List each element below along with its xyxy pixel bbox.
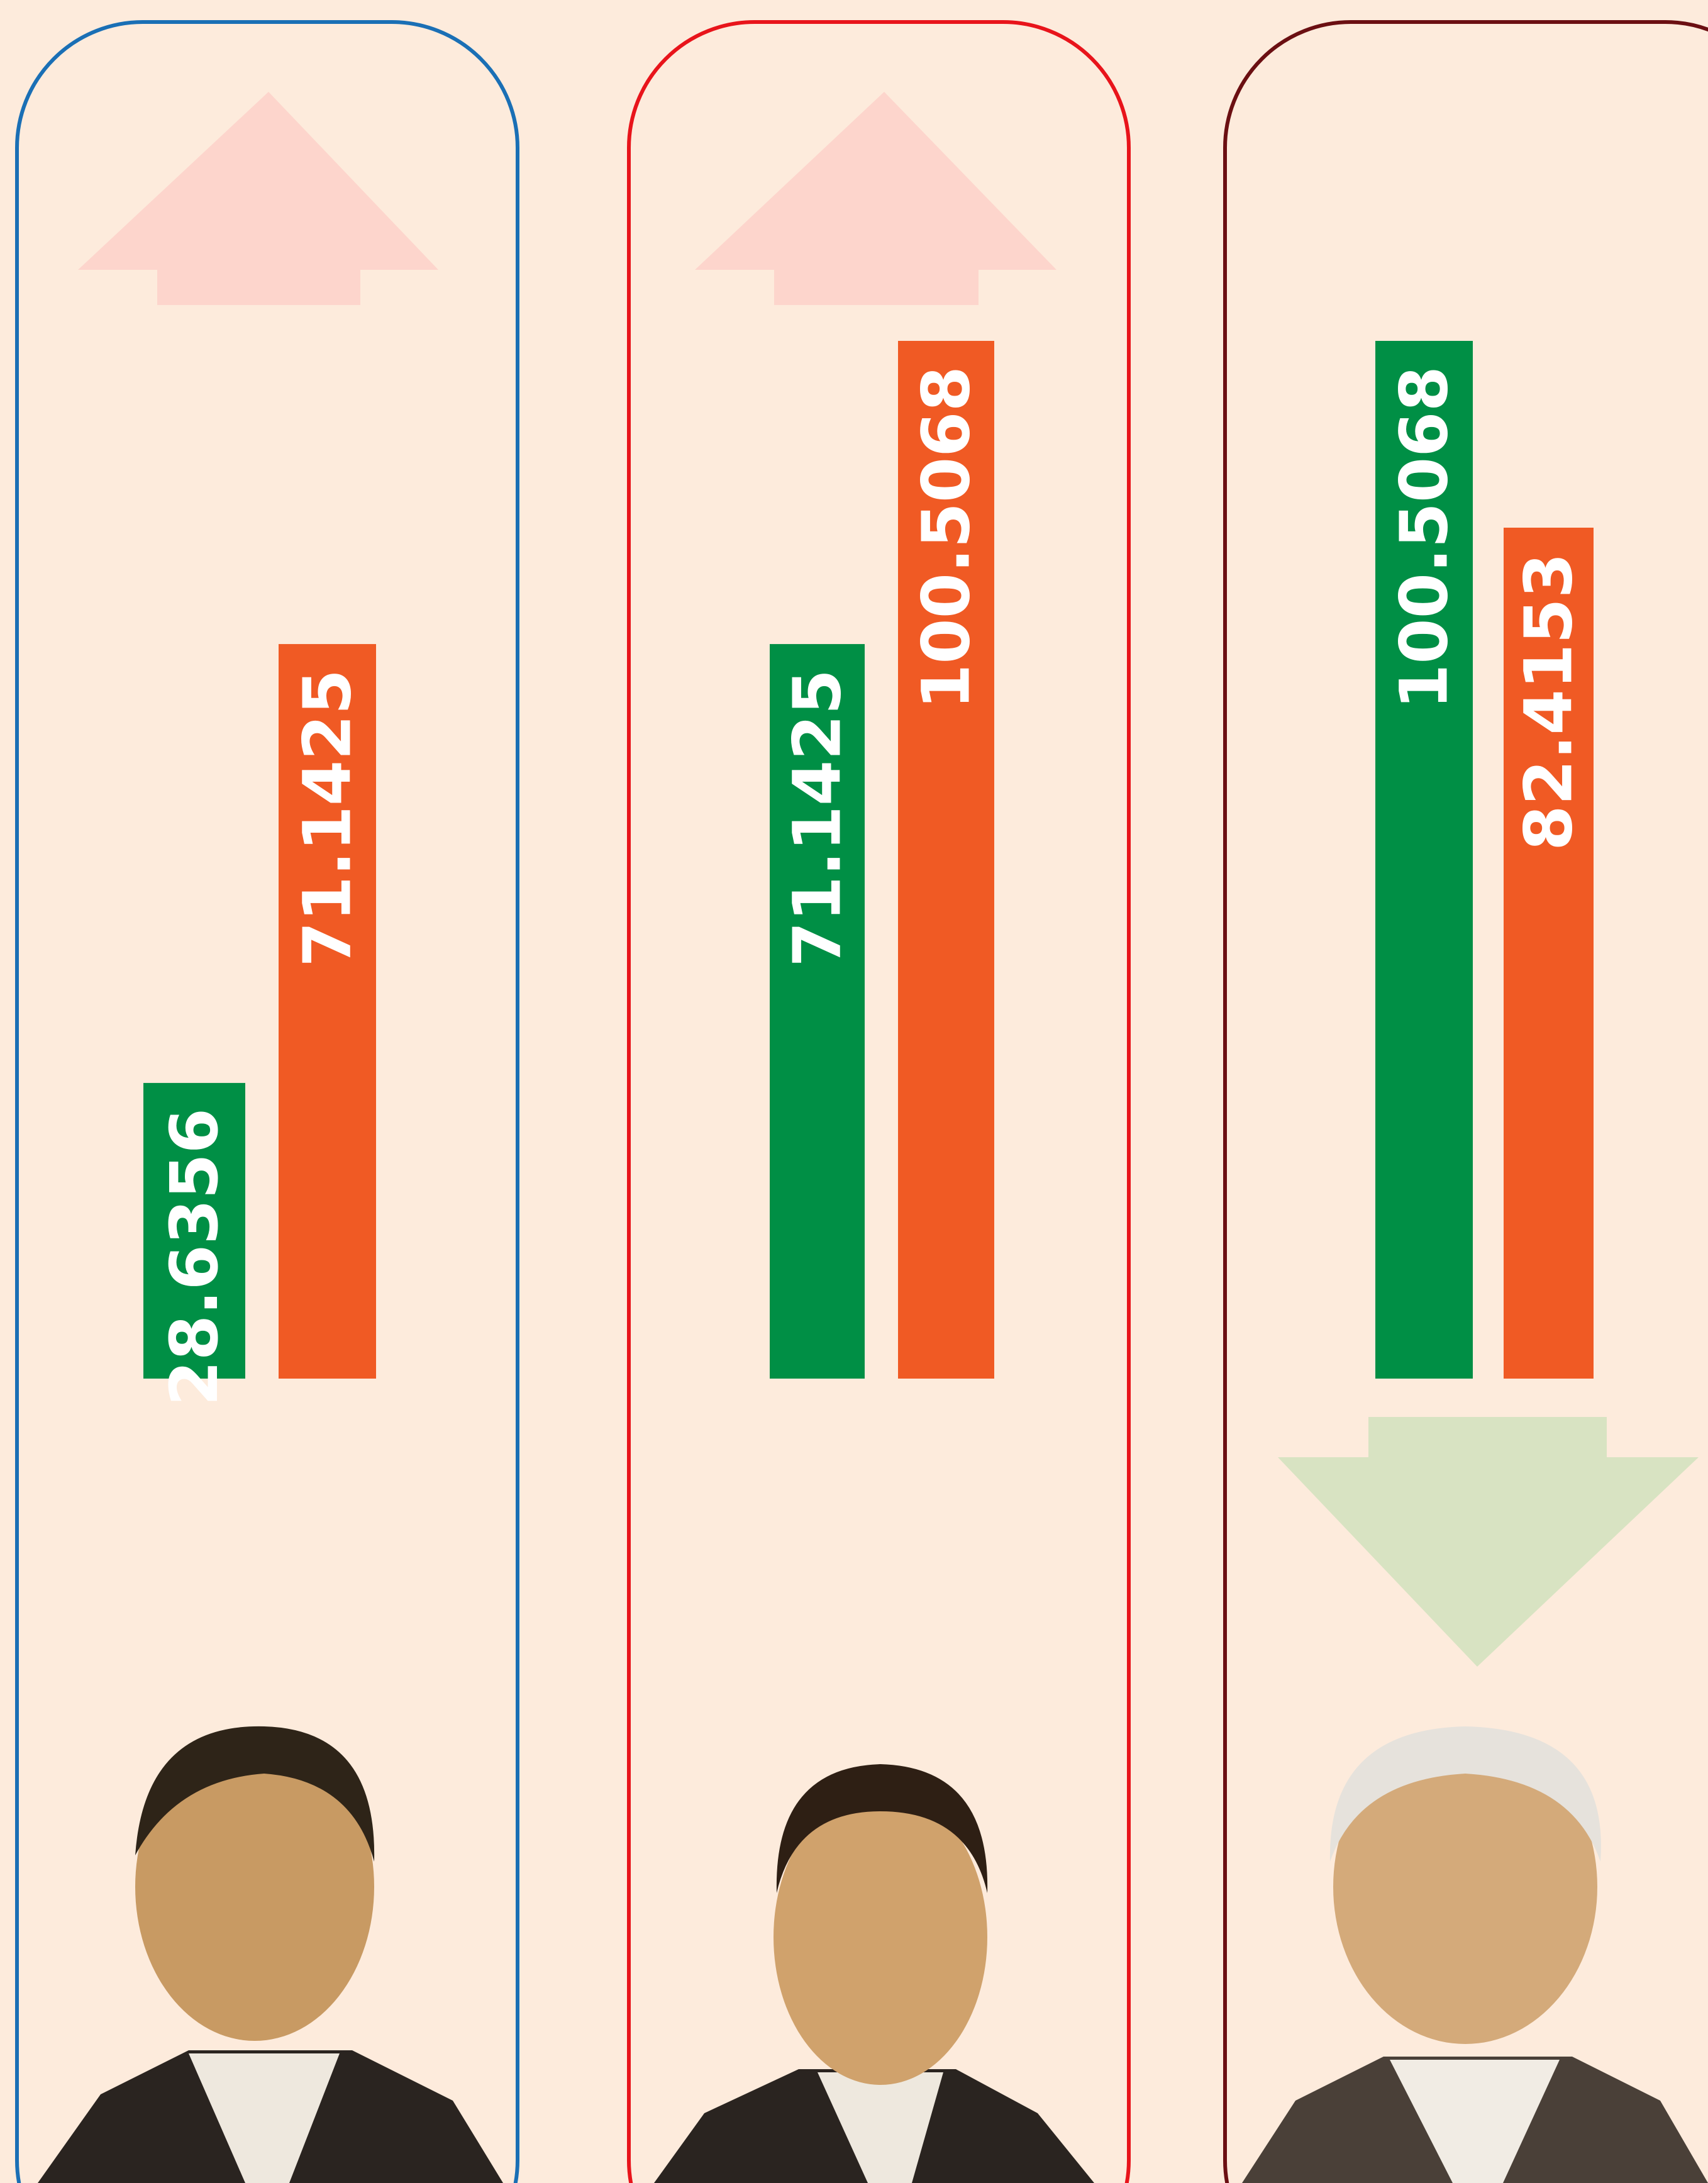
value-label: 71.1425 (289, 669, 366, 967)
value-label: 28.6356 (156, 1108, 233, 1406)
value-label: 100.5068 (908, 366, 985, 709)
infographic: 28.6356 71.1425 71.1425 100.5068 100.5068 82.… (0, 0, 1708, 2183)
value-label: 71.1425 (779, 669, 856, 967)
value-label: 100.5068 (1386, 366, 1463, 709)
value-label: 82.4153 (1511, 553, 1587, 851)
